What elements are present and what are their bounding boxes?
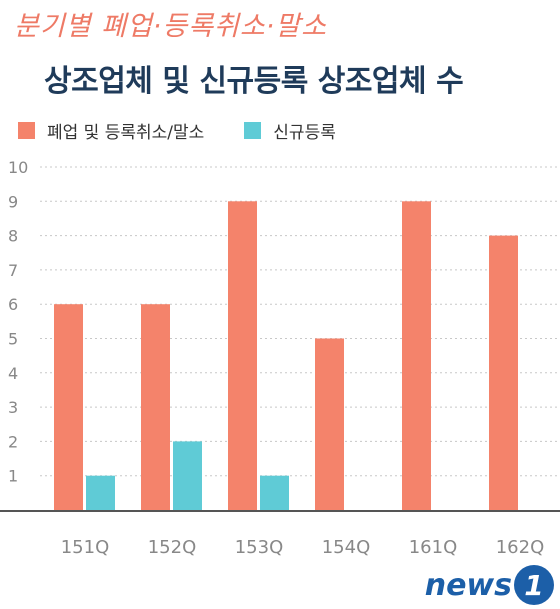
legend-label-new: 신규등록 [273, 123, 336, 143]
bar-closures [489, 235, 518, 510]
y-tick-label: 8 [8, 227, 18, 246]
bar-closures [228, 201, 257, 511]
legend-swatch-new [244, 122, 262, 139]
legend-label-closures: 폐업 및 등록취소/말소 [47, 123, 205, 143]
y-tick-label: 1 [8, 467, 18, 486]
x-tick-labels: 151Q 152Q 153Q 154Q 161Q 162Q [61, 537, 545, 558]
y-tick-label: 5 [8, 330, 18, 349]
bar-closures [141, 304, 170, 510]
legend-item-new: 신규등록 [244, 118, 336, 143]
legend: 폐업 및 등록취소/말소 신규등록 [18, 118, 376, 143]
y-tick-label: 9 [8, 192, 18, 211]
x-tick-label: 154Q [322, 537, 371, 558]
bar-new-registrations [260, 475, 289, 510]
logo-badge: 1 [514, 565, 554, 605]
bars [54, 201, 518, 511]
news1-logo: news 1 [425, 565, 554, 605]
x-tick-label: 161Q [409, 537, 458, 558]
y-tick-label: 4 [8, 364, 18, 383]
y-tick-label: 7 [8, 261, 18, 280]
bar-new-registrations [86, 475, 115, 510]
chart-subtitle: 분기별 폐업·등록취소·말소 [14, 11, 327, 42]
logo-text: news [424, 567, 512, 603]
y-tick-label: 6 [8, 295, 18, 314]
bar-closures [402, 201, 431, 511]
y-tick-label: 3 [8, 398, 18, 417]
x-tick-label: 152Q [148, 537, 197, 558]
legend-item-closures: 폐업 및 등록취소/말소 [18, 118, 204, 143]
bar-closures [54, 304, 83, 510]
x-tick-label: 162Q [496, 537, 545, 558]
legend-swatch-closures [18, 122, 35, 139]
x-tick-label: 151Q [61, 537, 110, 558]
x-tick-label: 153Q [235, 537, 284, 558]
bar-closures [315, 338, 344, 510]
y-tick-label: 2 [8, 432, 18, 451]
y-tick-labels: 1 2 3 4 5 6 7 8 9 10 [8, 158, 28, 486]
y-tick-label: 10 [8, 158, 28, 177]
chart-title: 상조업체 및 신규등록 상조업체 수 [44, 64, 464, 99]
grid-lines [40, 166, 560, 477]
bar-new-registrations [173, 441, 202, 510]
